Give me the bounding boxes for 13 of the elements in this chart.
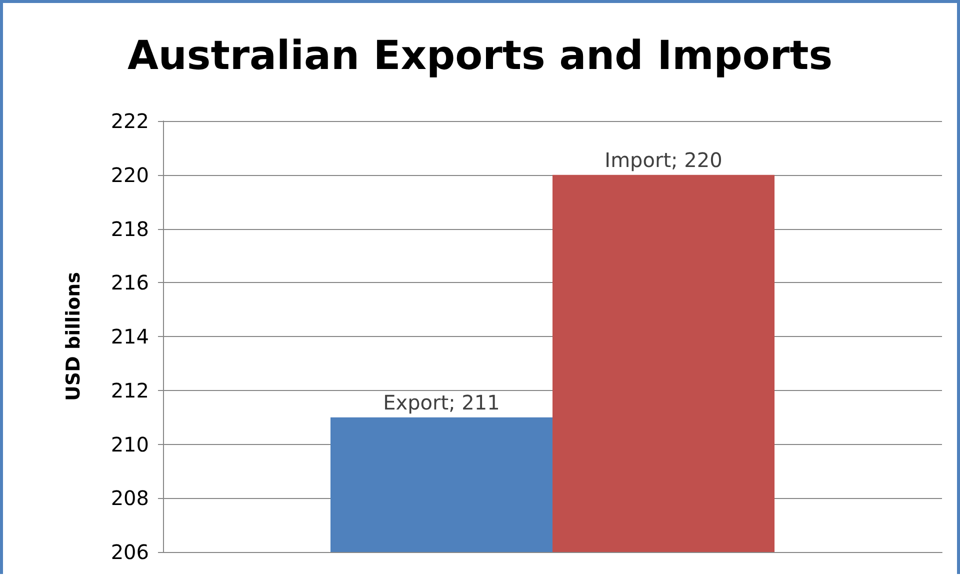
y-tick-label: 212 [110,378,149,402]
data-label: Export; 211 [383,390,500,414]
chart-title: Australian Exports and Imports [127,33,833,79]
y-tick-label: 208 [110,486,149,510]
data-label: Import; 220 [604,148,722,172]
y-tick-label: 214 [110,324,149,348]
y-tick-label: 218 [110,216,149,241]
y-tick-label: 206 [110,540,149,564]
y-tick-label: 222 [110,109,149,133]
y-tick-label: 220 [110,162,149,187]
y-tick-label: 216 [110,270,149,295]
y-axis-title: USD billions [62,272,84,402]
y-tick-label: 210 [110,432,149,456]
